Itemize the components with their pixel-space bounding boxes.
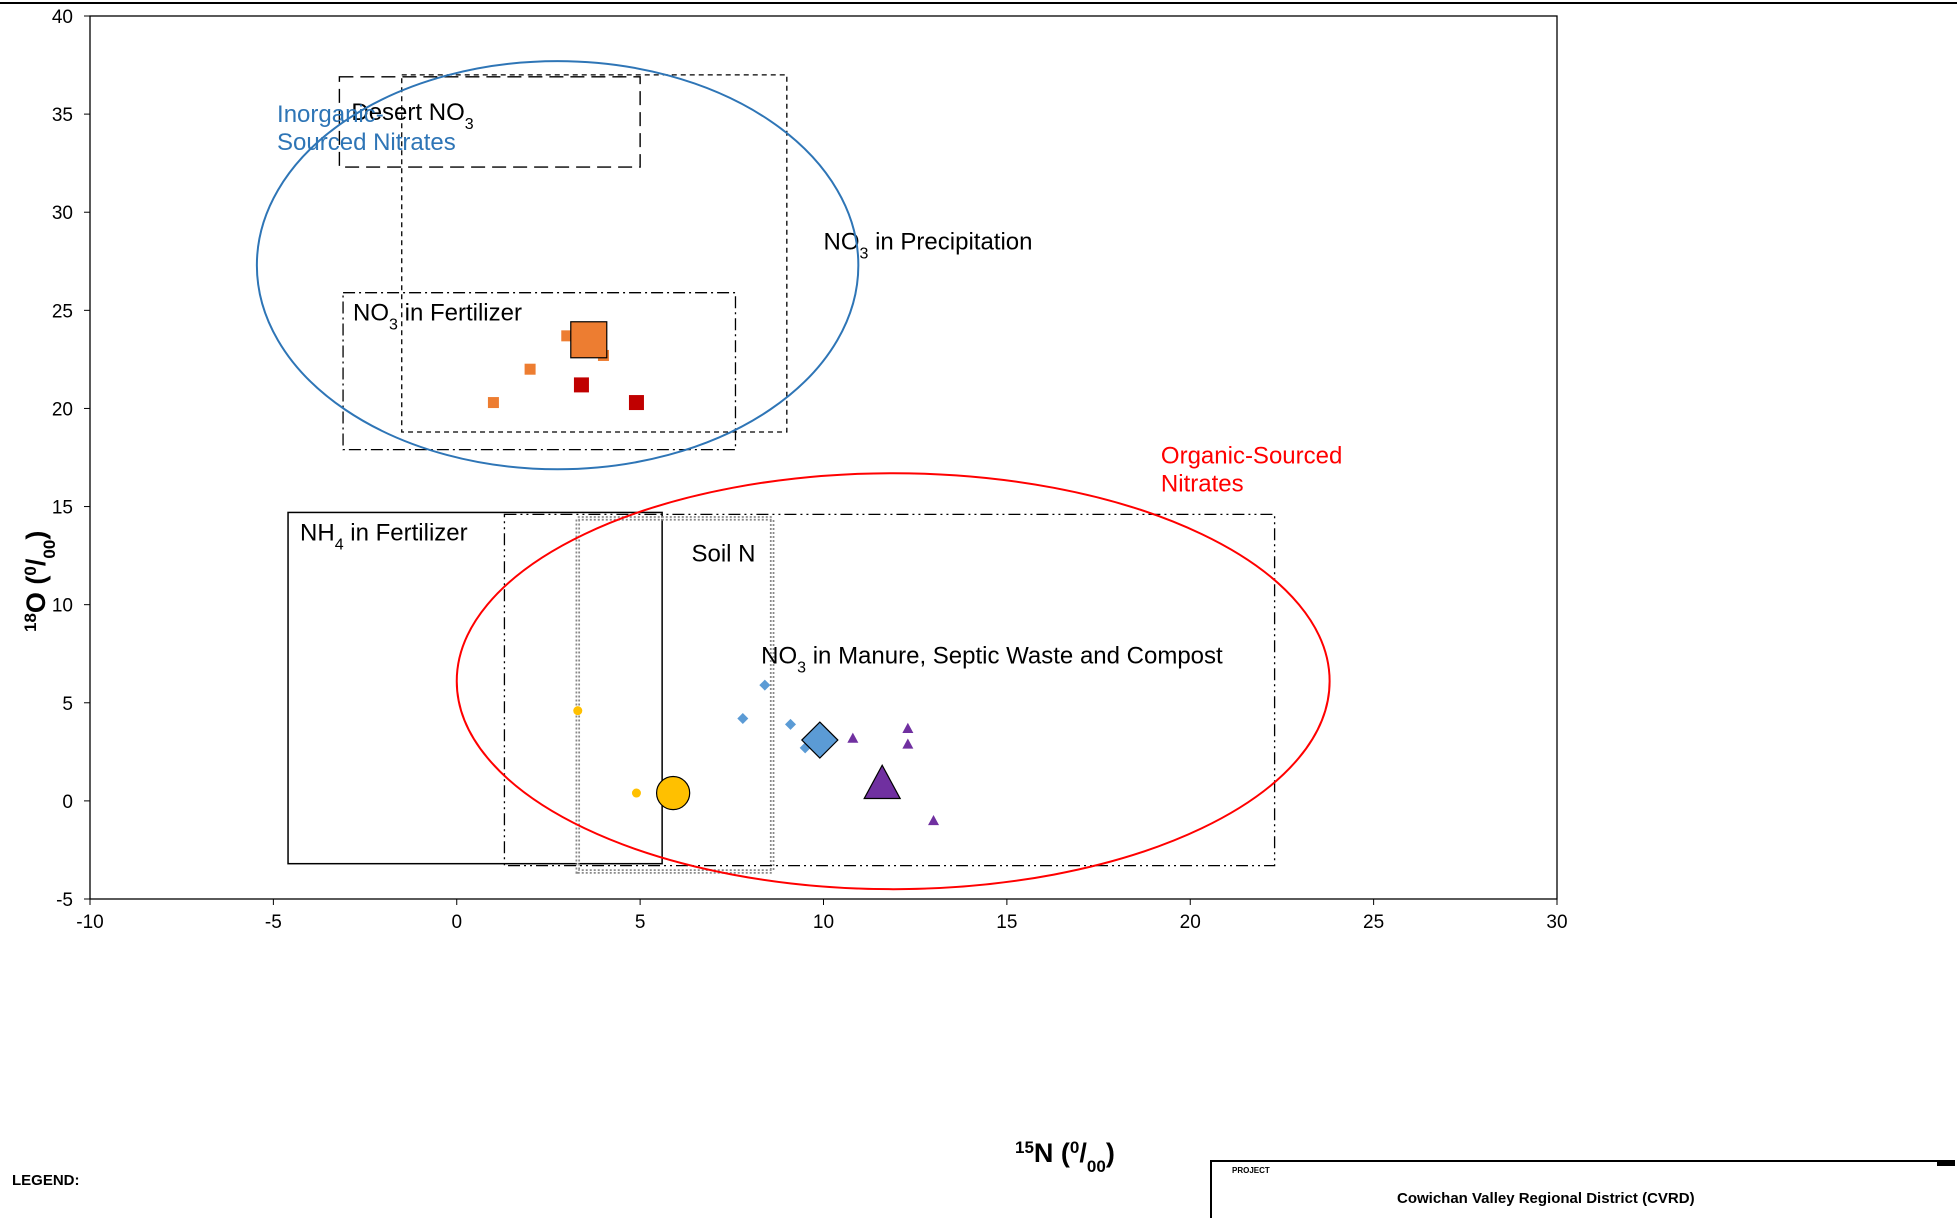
- x-tick-label: 20: [1180, 912, 1201, 933]
- diamond-point: [737, 712, 749, 724]
- project-title-block: PROJECT Cowichan Valley Regional Distric…: [1210, 1160, 1955, 1218]
- x-tick-label: 0: [451, 912, 462, 933]
- y-tick-label: 40: [52, 7, 73, 28]
- region-label: Desert NO3: [351, 99, 473, 133]
- circle-point: [655, 775, 691, 811]
- x-tick-label: 10: [813, 912, 834, 933]
- square-point: [561, 330, 573, 342]
- y-tick-label: 15: [52, 498, 73, 519]
- square-point: [570, 321, 608, 359]
- project-name: Cowichan Valley Regional District (CVRD): [1397, 1190, 1695, 1207]
- y-tick-label: 5: [62, 694, 73, 715]
- x-tick-label: 30: [1546, 912, 1567, 933]
- diamond-point: [759, 679, 771, 691]
- region-box: [338, 76, 641, 168]
- diamond-point: [784, 718, 796, 730]
- group-ellipse: [255, 60, 860, 471]
- y-tick-label: 20: [52, 399, 73, 420]
- x-tick-label: 15: [996, 912, 1017, 933]
- group-label: Inorganic-: [277, 101, 384, 128]
- title-block-corner: [1937, 1162, 1955, 1166]
- triangle-point: [847, 732, 859, 743]
- region-box: [342, 292, 737, 451]
- x-tick-label: 5: [635, 912, 646, 933]
- y-tick-label: 35: [52, 105, 73, 126]
- triangle-point: [902, 722, 914, 733]
- diamond-point: [800, 721, 839, 759]
- y-tick-label: 30: [52, 203, 73, 224]
- triangle-point: [902, 738, 914, 749]
- region-box: [287, 511, 663, 865]
- x-tick-label: -10: [76, 912, 103, 933]
- region-label: Soil N: [691, 540, 755, 567]
- y-tick-label: 0: [62, 792, 73, 813]
- x-axis-title: 15N (0/00): [1015, 1138, 1115, 1176]
- square-point: [524, 363, 536, 375]
- x-tick-label: 25: [1363, 912, 1384, 933]
- group-label: Organic-Sourced: [1161, 442, 1342, 469]
- project-caption: PROJECT: [1232, 1166, 1270, 1175]
- group-ellipse: [455, 472, 1331, 891]
- circle-point: [631, 788, 641, 798]
- legend-title: LEGEND:: [12, 1172, 80, 1189]
- group-label: Sourced Nitrates: [277, 129, 456, 156]
- region-box: [401, 74, 788, 433]
- region-label: NO3 in Manure, Septic Waste and Compost: [761, 643, 1223, 677]
- triangle-point: [928, 815, 940, 826]
- y-tick-label: -5: [56, 890, 73, 911]
- region-box: [503, 513, 1276, 867]
- circle-point: [573, 706, 583, 716]
- triangle-point: [863, 763, 902, 800]
- square-point: [573, 377, 589, 393]
- region-label: NO3 in Precipitation: [824, 229, 1033, 263]
- y-tick-label: 25: [52, 301, 73, 322]
- y-tick-label: 10: [52, 596, 73, 617]
- region-label: NO3 in Fertilizer: [353, 300, 522, 334]
- region-label: NH4 in Fertilizer: [300, 519, 468, 553]
- square-point: [628, 395, 644, 411]
- group-label: Nitrates: [1161, 470, 1244, 497]
- y-axis-title: 18O (0/00): [21, 531, 59, 632]
- square-point: [487, 397, 499, 409]
- x-tick-label: -5: [265, 912, 282, 933]
- soil-n-region-inner: [577, 517, 773, 873]
- soil-n-region-box: [575, 516, 775, 874]
